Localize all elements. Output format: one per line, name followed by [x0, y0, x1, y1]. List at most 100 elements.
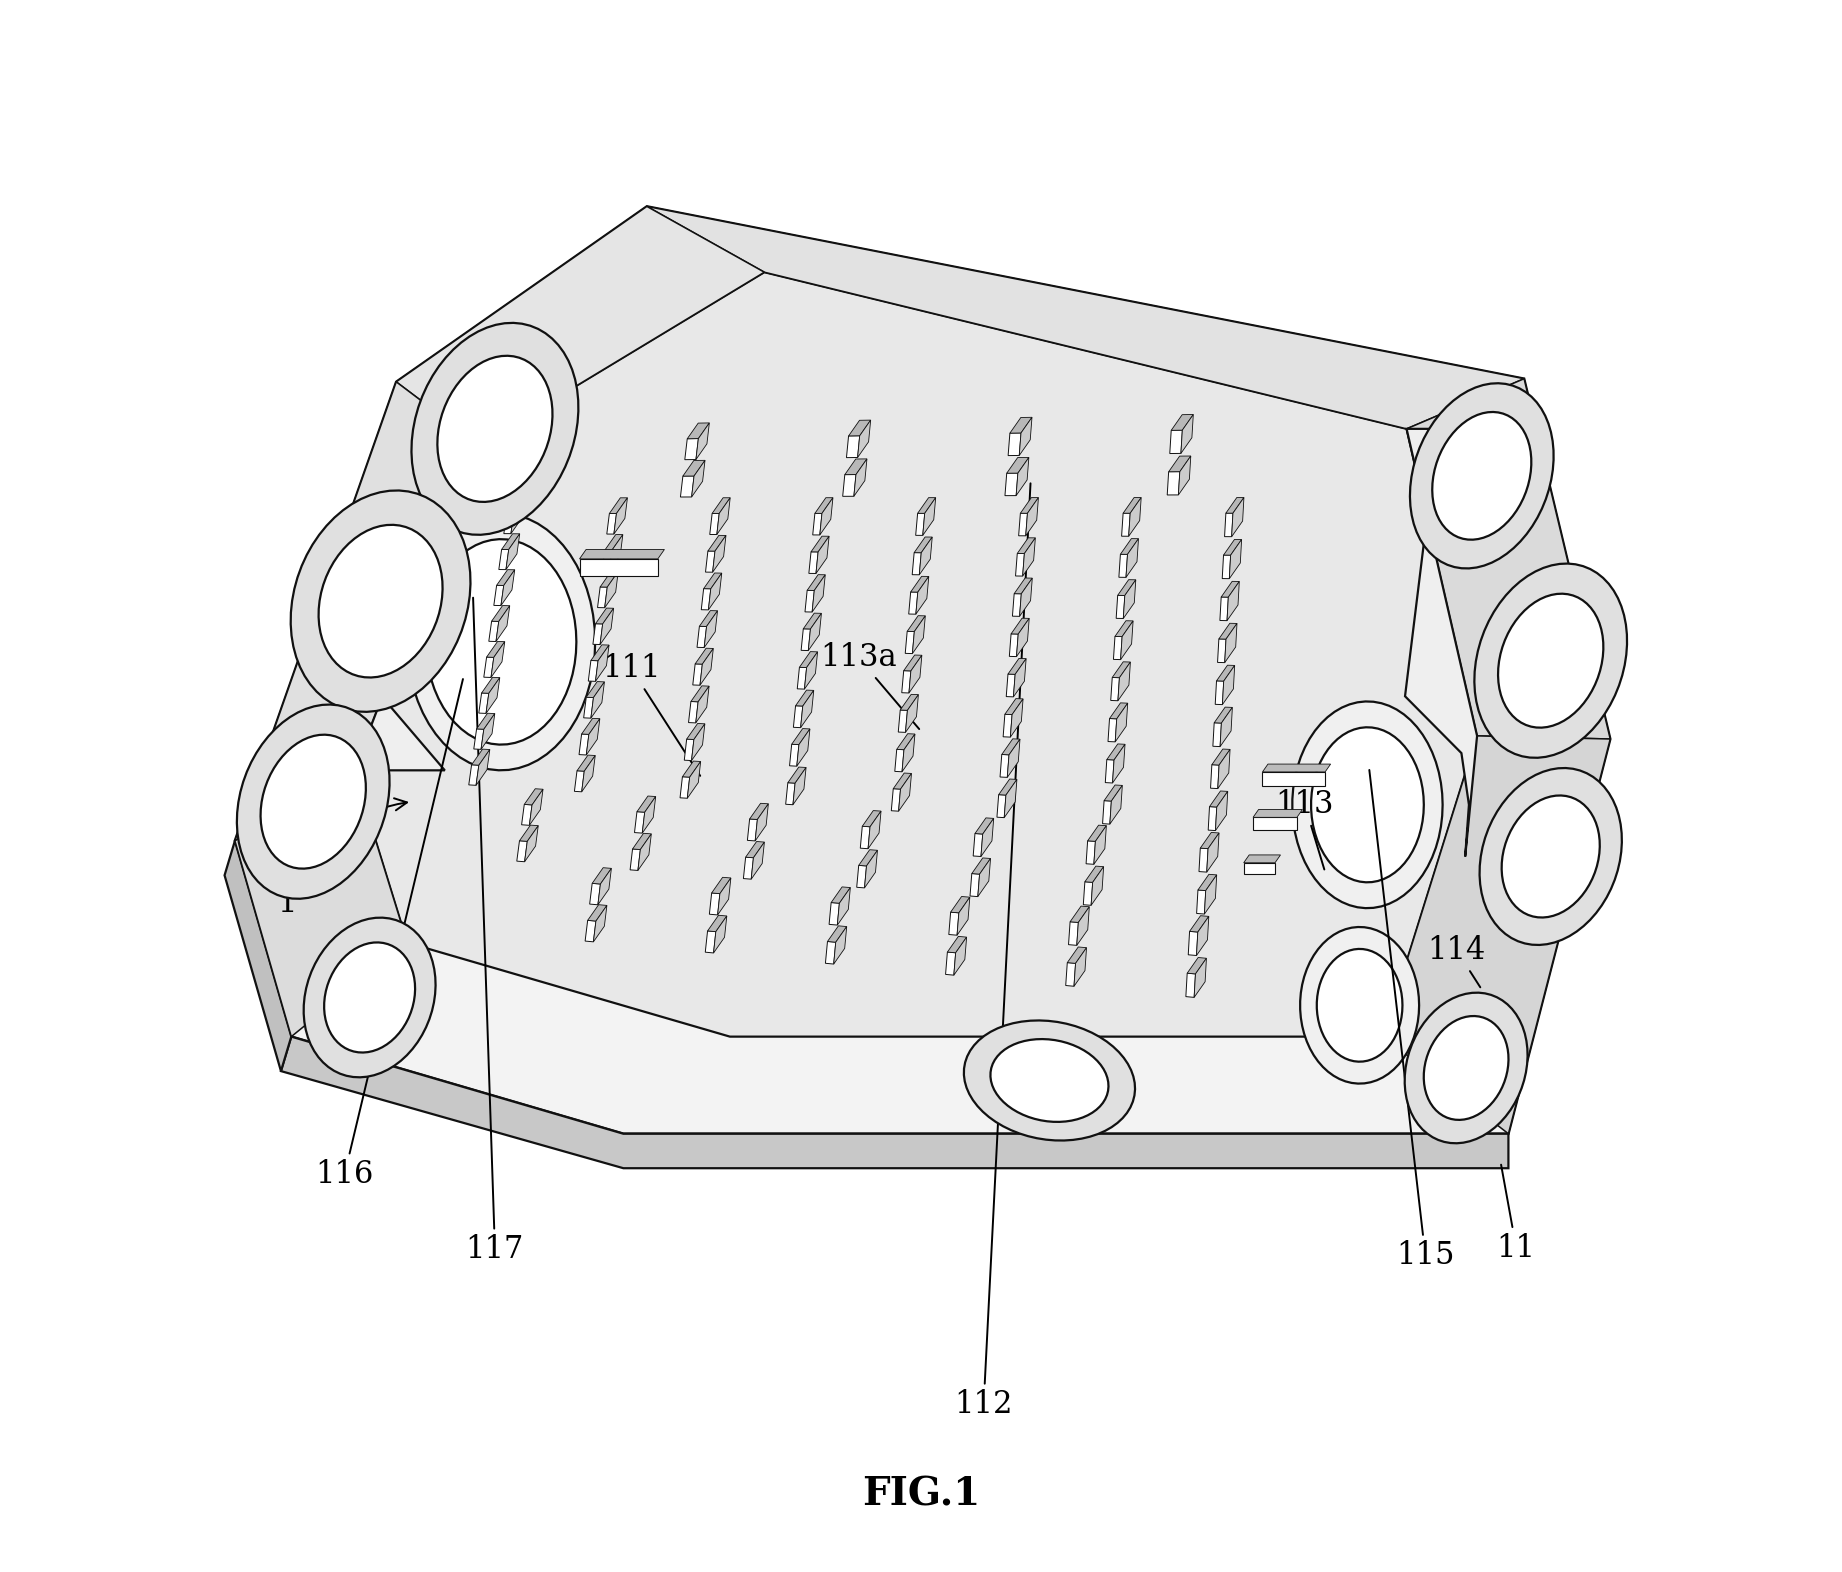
Polygon shape: [1087, 825, 1107, 841]
Polygon shape: [1008, 457, 1030, 473]
Polygon shape: [1083, 882, 1092, 905]
Polygon shape: [1000, 755, 1009, 778]
Polygon shape: [1074, 948, 1087, 986]
Polygon shape: [610, 534, 623, 571]
Polygon shape: [1300, 927, 1418, 1083]
Polygon shape: [917, 498, 936, 514]
Polygon shape: [1015, 578, 1032, 594]
Polygon shape: [488, 621, 499, 641]
Polygon shape: [693, 663, 702, 685]
Polygon shape: [492, 605, 510, 621]
Polygon shape: [1009, 417, 1032, 434]
Polygon shape: [700, 649, 713, 685]
Polygon shape: [1004, 714, 1011, 737]
Polygon shape: [236, 382, 479, 841]
Polygon shape: [868, 811, 880, 849]
Polygon shape: [643, 797, 656, 833]
Polygon shape: [801, 629, 810, 651]
Polygon shape: [632, 833, 652, 849]
Polygon shape: [954, 937, 967, 975]
Polygon shape: [1125, 539, 1138, 577]
Polygon shape: [696, 423, 709, 459]
Polygon shape: [805, 652, 818, 689]
Polygon shape: [1312, 728, 1424, 882]
Polygon shape: [499, 550, 508, 569]
Polygon shape: [704, 612, 718, 648]
Text: 115: 115: [1369, 770, 1455, 1272]
Polygon shape: [1223, 539, 1242, 555]
Polygon shape: [577, 755, 595, 772]
Polygon shape: [947, 937, 967, 953]
Polygon shape: [950, 896, 971, 913]
Polygon shape: [849, 420, 871, 435]
Polygon shape: [472, 750, 490, 766]
Text: 112: 112: [954, 483, 1030, 1420]
Polygon shape: [1172, 415, 1194, 431]
Polygon shape: [912, 553, 921, 575]
Polygon shape: [484, 657, 494, 678]
Polygon shape: [1219, 623, 1238, 640]
Polygon shape: [1253, 810, 1302, 817]
Polygon shape: [910, 577, 928, 593]
Polygon shape: [518, 841, 527, 861]
Polygon shape: [591, 682, 604, 718]
Polygon shape: [691, 461, 705, 497]
Polygon shape: [1501, 795, 1601, 918]
Polygon shape: [475, 750, 490, 786]
Polygon shape: [1262, 764, 1330, 772]
Polygon shape: [492, 641, 505, 678]
Polygon shape: [525, 825, 538, 861]
Polygon shape: [812, 514, 822, 534]
Polygon shape: [904, 632, 914, 654]
Polygon shape: [945, 953, 956, 975]
Polygon shape: [604, 534, 623, 550]
Polygon shape: [1004, 780, 1017, 817]
Polygon shape: [796, 690, 814, 706]
Polygon shape: [521, 805, 532, 825]
Polygon shape: [903, 734, 915, 772]
Polygon shape: [1424, 1016, 1509, 1119]
Polygon shape: [518, 478, 532, 498]
Polygon shape: [1227, 582, 1240, 621]
Polygon shape: [1221, 582, 1240, 597]
Polygon shape: [481, 714, 495, 750]
Polygon shape: [711, 877, 731, 893]
Polygon shape: [982, 819, 993, 857]
Polygon shape: [501, 569, 514, 605]
Polygon shape: [582, 718, 600, 734]
Polygon shape: [860, 827, 869, 849]
Polygon shape: [1120, 539, 1138, 555]
Polygon shape: [630, 849, 641, 871]
Polygon shape: [700, 610, 718, 627]
Text: 116: 116: [315, 679, 462, 1190]
Polygon shape: [1317, 949, 1402, 1061]
Polygon shape: [744, 857, 753, 879]
Polygon shape: [1188, 957, 1207, 975]
Polygon shape: [595, 645, 610, 681]
Polygon shape: [595, 608, 613, 624]
Polygon shape: [1210, 764, 1219, 789]
Polygon shape: [1006, 698, 1022, 715]
Polygon shape: [1243, 863, 1275, 874]
Polygon shape: [1114, 703, 1127, 742]
Polygon shape: [912, 616, 925, 654]
Polygon shape: [1498, 594, 1603, 728]
Polygon shape: [1103, 784, 1122, 802]
Polygon shape: [923, 498, 936, 536]
Polygon shape: [842, 475, 857, 497]
Polygon shape: [613, 498, 628, 534]
Polygon shape: [473, 729, 484, 750]
Polygon shape: [748, 819, 757, 841]
Polygon shape: [588, 660, 599, 681]
Polygon shape: [798, 729, 810, 766]
Polygon shape: [1129, 498, 1142, 536]
Text: FIG.1: FIG.1: [862, 1475, 980, 1512]
Polygon shape: [1232, 497, 1243, 536]
Polygon shape: [1407, 379, 1610, 739]
Polygon shape: [691, 685, 709, 701]
Polygon shape: [580, 550, 665, 560]
Polygon shape: [1243, 855, 1280, 863]
Polygon shape: [1188, 931, 1197, 956]
Polygon shape: [1067, 962, 1076, 986]
Polygon shape: [702, 588, 711, 610]
